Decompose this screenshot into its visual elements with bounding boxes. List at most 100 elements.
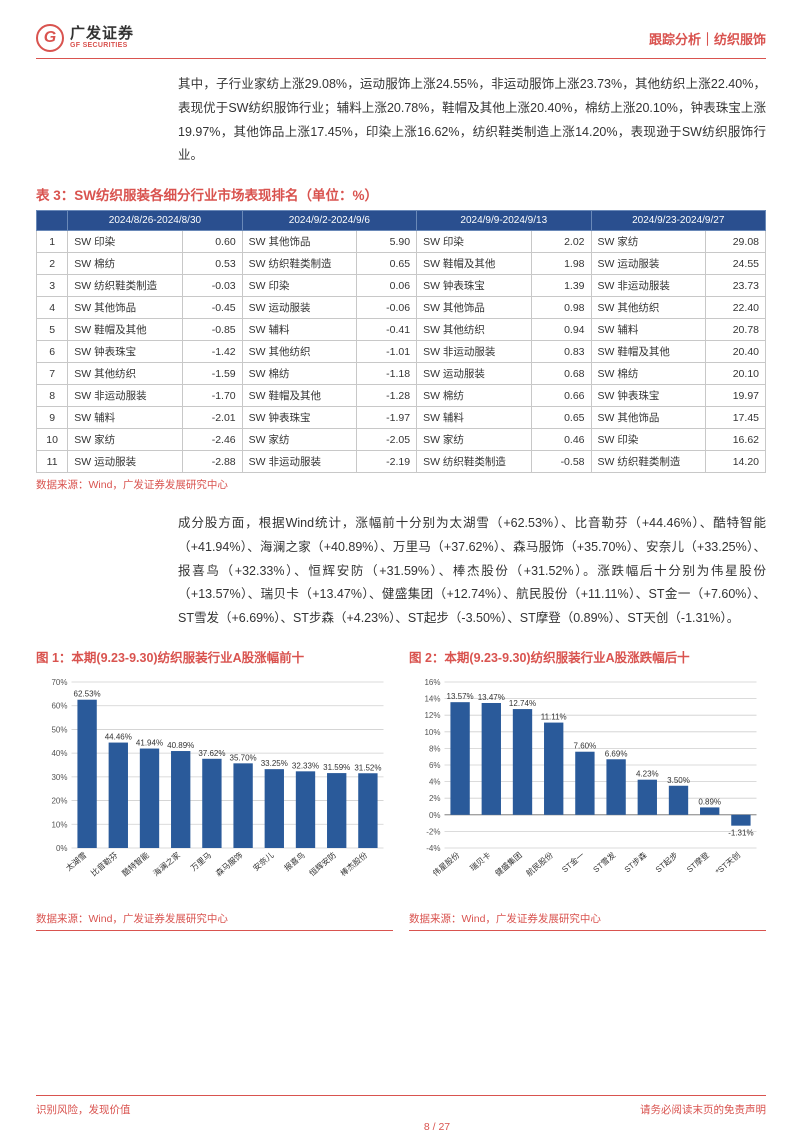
- cell-name: SW 印染: [591, 429, 706, 451]
- cell-val: -2.19: [357, 451, 417, 473]
- cell-val: -0.85: [182, 319, 242, 341]
- cell-name: SW 钟表珠宝: [591, 385, 706, 407]
- cell-val: 0.46: [531, 429, 591, 451]
- svg-text:ST步森: ST步森: [622, 850, 649, 875]
- chart-1-title: 图 1：本期(9.23-9.30)纺织服装行业A股涨幅前十: [36, 647, 393, 666]
- table-row: 1SW 印染0.60SW 其他饰品5.90SW 印染2.02SW 家纺29.08: [37, 231, 766, 253]
- cell-name: SW 辅料: [242, 319, 357, 341]
- cell-name: SW 纺织鞋类制造: [591, 451, 706, 473]
- cell-val: -0.45: [182, 297, 242, 319]
- cell-name: SW 鞋帽及其他: [417, 253, 532, 275]
- cell-name: SW 其他纺织: [242, 341, 357, 363]
- cell-val: -2.88: [182, 451, 242, 473]
- svg-text:40.89%: 40.89%: [167, 741, 194, 750]
- cell-name: SW 棉纺: [68, 253, 183, 275]
- cell-val: -1.70: [182, 385, 242, 407]
- cell-val: 14.20: [706, 451, 766, 473]
- cell-name: SW 其他饰品: [591, 407, 706, 429]
- table-row: 6SW 钟表珠宝-1.42SW 其他纺织-1.01SW 非运动服装0.83SW …: [37, 341, 766, 363]
- cell-val: 0.94: [531, 319, 591, 341]
- cell-val: 0.60: [182, 231, 242, 253]
- svg-text:0%: 0%: [56, 844, 68, 853]
- svg-text:32.33%: 32.33%: [292, 761, 319, 770]
- cell-name: SW 运动服装: [417, 363, 532, 385]
- cell-val: 0.83: [531, 341, 591, 363]
- svg-text:航民股份: 航民股份: [524, 850, 555, 878]
- cell-name: SW 辅料: [68, 407, 183, 429]
- cell-name: SW 辅料: [417, 407, 532, 429]
- svg-text:0.89%: 0.89%: [698, 797, 721, 806]
- svg-text:60%: 60%: [51, 701, 67, 710]
- cell-name: SW 辅料: [591, 319, 706, 341]
- cell-val: 20.10: [706, 363, 766, 385]
- svg-text:比音勒芬: 比音勒芬: [89, 850, 120, 878]
- cell-name: SW 其他饰品: [417, 297, 532, 319]
- cell-name: SW 钟表珠宝: [68, 341, 183, 363]
- cell-val: -1.59: [182, 363, 242, 385]
- svg-text:70%: 70%: [51, 678, 67, 687]
- table-header-row: 2024/8/26-2024/8/30 2024/9/2-2024/9/6 20…: [37, 211, 766, 231]
- cell-val: 19.97: [706, 385, 766, 407]
- cell-val: -1.42: [182, 341, 242, 363]
- cell-name: SW 印染: [242, 275, 357, 297]
- svg-text:10%: 10%: [51, 820, 67, 829]
- svg-text:44.46%: 44.46%: [105, 732, 132, 741]
- svg-text:瑞贝卡: 瑞贝卡: [468, 850, 493, 873]
- svg-text:*ST天创: *ST天创: [713, 850, 742, 877]
- svg-text:16%: 16%: [424, 678, 440, 687]
- th-period-3: 2024/9/9-2024/9/13: [417, 211, 591, 231]
- svg-text:太湖雪: 太湖雪: [64, 850, 89, 873]
- footer-left: 识别风险，发现价值: [36, 1102, 131, 1117]
- svg-text:8%: 8%: [429, 744, 441, 753]
- cell-name: SW 非运动服装: [68, 385, 183, 407]
- cell-name: SW 棉纺: [242, 363, 357, 385]
- cell-rank: 3: [37, 275, 68, 297]
- table-row: 3SW 纺织鞋类制造-0.03SW 印染0.06SW 钟表珠宝1.39SW 非运…: [37, 275, 766, 297]
- cell-name: SW 其他饰品: [242, 231, 357, 253]
- cell-rank: 8: [37, 385, 68, 407]
- svg-text:50%: 50%: [51, 725, 67, 734]
- page-header: 广发证券 GF SECURITIES 跟踪分析｜纺织服饰: [36, 24, 766, 59]
- cell-val: 0.68: [531, 363, 591, 385]
- table-3-source: 数据来源：Wind，广发证券发展研究中心: [36, 477, 766, 492]
- svg-text:11.11%: 11.11%: [541, 712, 567, 721]
- svg-text:伟星股份: 伟星股份: [430, 850, 461, 878]
- footer-right: 请务必阅读末页的免责声明: [640, 1102, 766, 1117]
- cell-val: 0.65: [531, 407, 591, 429]
- cell-name: SW 其他纺织: [68, 363, 183, 385]
- footer-page: 8 / 27: [36, 1121, 802, 1133]
- svg-text:0%: 0%: [429, 811, 441, 820]
- table-row: 9SW 辅料-2.01SW 钟表珠宝-1.97SW 辅料0.65SW 其他饰品1…: [37, 407, 766, 429]
- cell-name: SW 运动服装: [591, 253, 706, 275]
- cell-name: SW 鞋帽及其他: [68, 319, 183, 341]
- th-period-2: 2024/9/2-2024/9/6: [242, 211, 416, 231]
- cell-name: SW 纺织鞋类制造: [417, 451, 532, 473]
- svg-text:森马服饰: 森马服饰: [213, 850, 244, 878]
- cell-val: -2.05: [357, 429, 417, 451]
- svg-text:-4%: -4%: [426, 844, 440, 853]
- svg-text:2%: 2%: [429, 794, 441, 803]
- th-blank: [37, 211, 68, 231]
- cell-val: 22.40: [706, 297, 766, 319]
- cell-name: SW 家纺: [591, 231, 706, 253]
- svg-text:-2%: -2%: [426, 827, 440, 836]
- cell-val: -0.58: [531, 451, 591, 473]
- chart-2-title: 图 2：本期(9.23-9.30)纺织服装行业A股涨跌幅后十: [409, 647, 766, 666]
- cell-name: SW 钟表珠宝: [242, 407, 357, 429]
- cell-name: SW 印染: [417, 231, 532, 253]
- logo-icon: [36, 24, 64, 52]
- cell-val: -1.18: [357, 363, 417, 385]
- cell-name: SW 其他纺织: [591, 297, 706, 319]
- cell-rank: 2: [37, 253, 68, 275]
- svg-text:14%: 14%: [424, 694, 440, 703]
- paragraph-2: 成分股方面，根据Wind统计，涨幅前十分别为太湖雪（+62.53%）、比音勒芬（…: [178, 512, 766, 631]
- cell-rank: 10: [37, 429, 68, 451]
- cell-name: SW 家纺: [417, 429, 532, 451]
- svg-text:33.25%: 33.25%: [261, 759, 288, 768]
- th-period-4: 2024/9/23-2024/9/27: [591, 211, 766, 231]
- chart-1: 0%10%20%30%40%50%60%70%62.53%太湖雪44.46%比音…: [36, 672, 393, 902]
- cell-val: 5.90: [357, 231, 417, 253]
- svg-text:41.94%: 41.94%: [136, 738, 163, 747]
- cell-name: SW 鞋帽及其他: [591, 341, 706, 363]
- cell-val: -2.46: [182, 429, 242, 451]
